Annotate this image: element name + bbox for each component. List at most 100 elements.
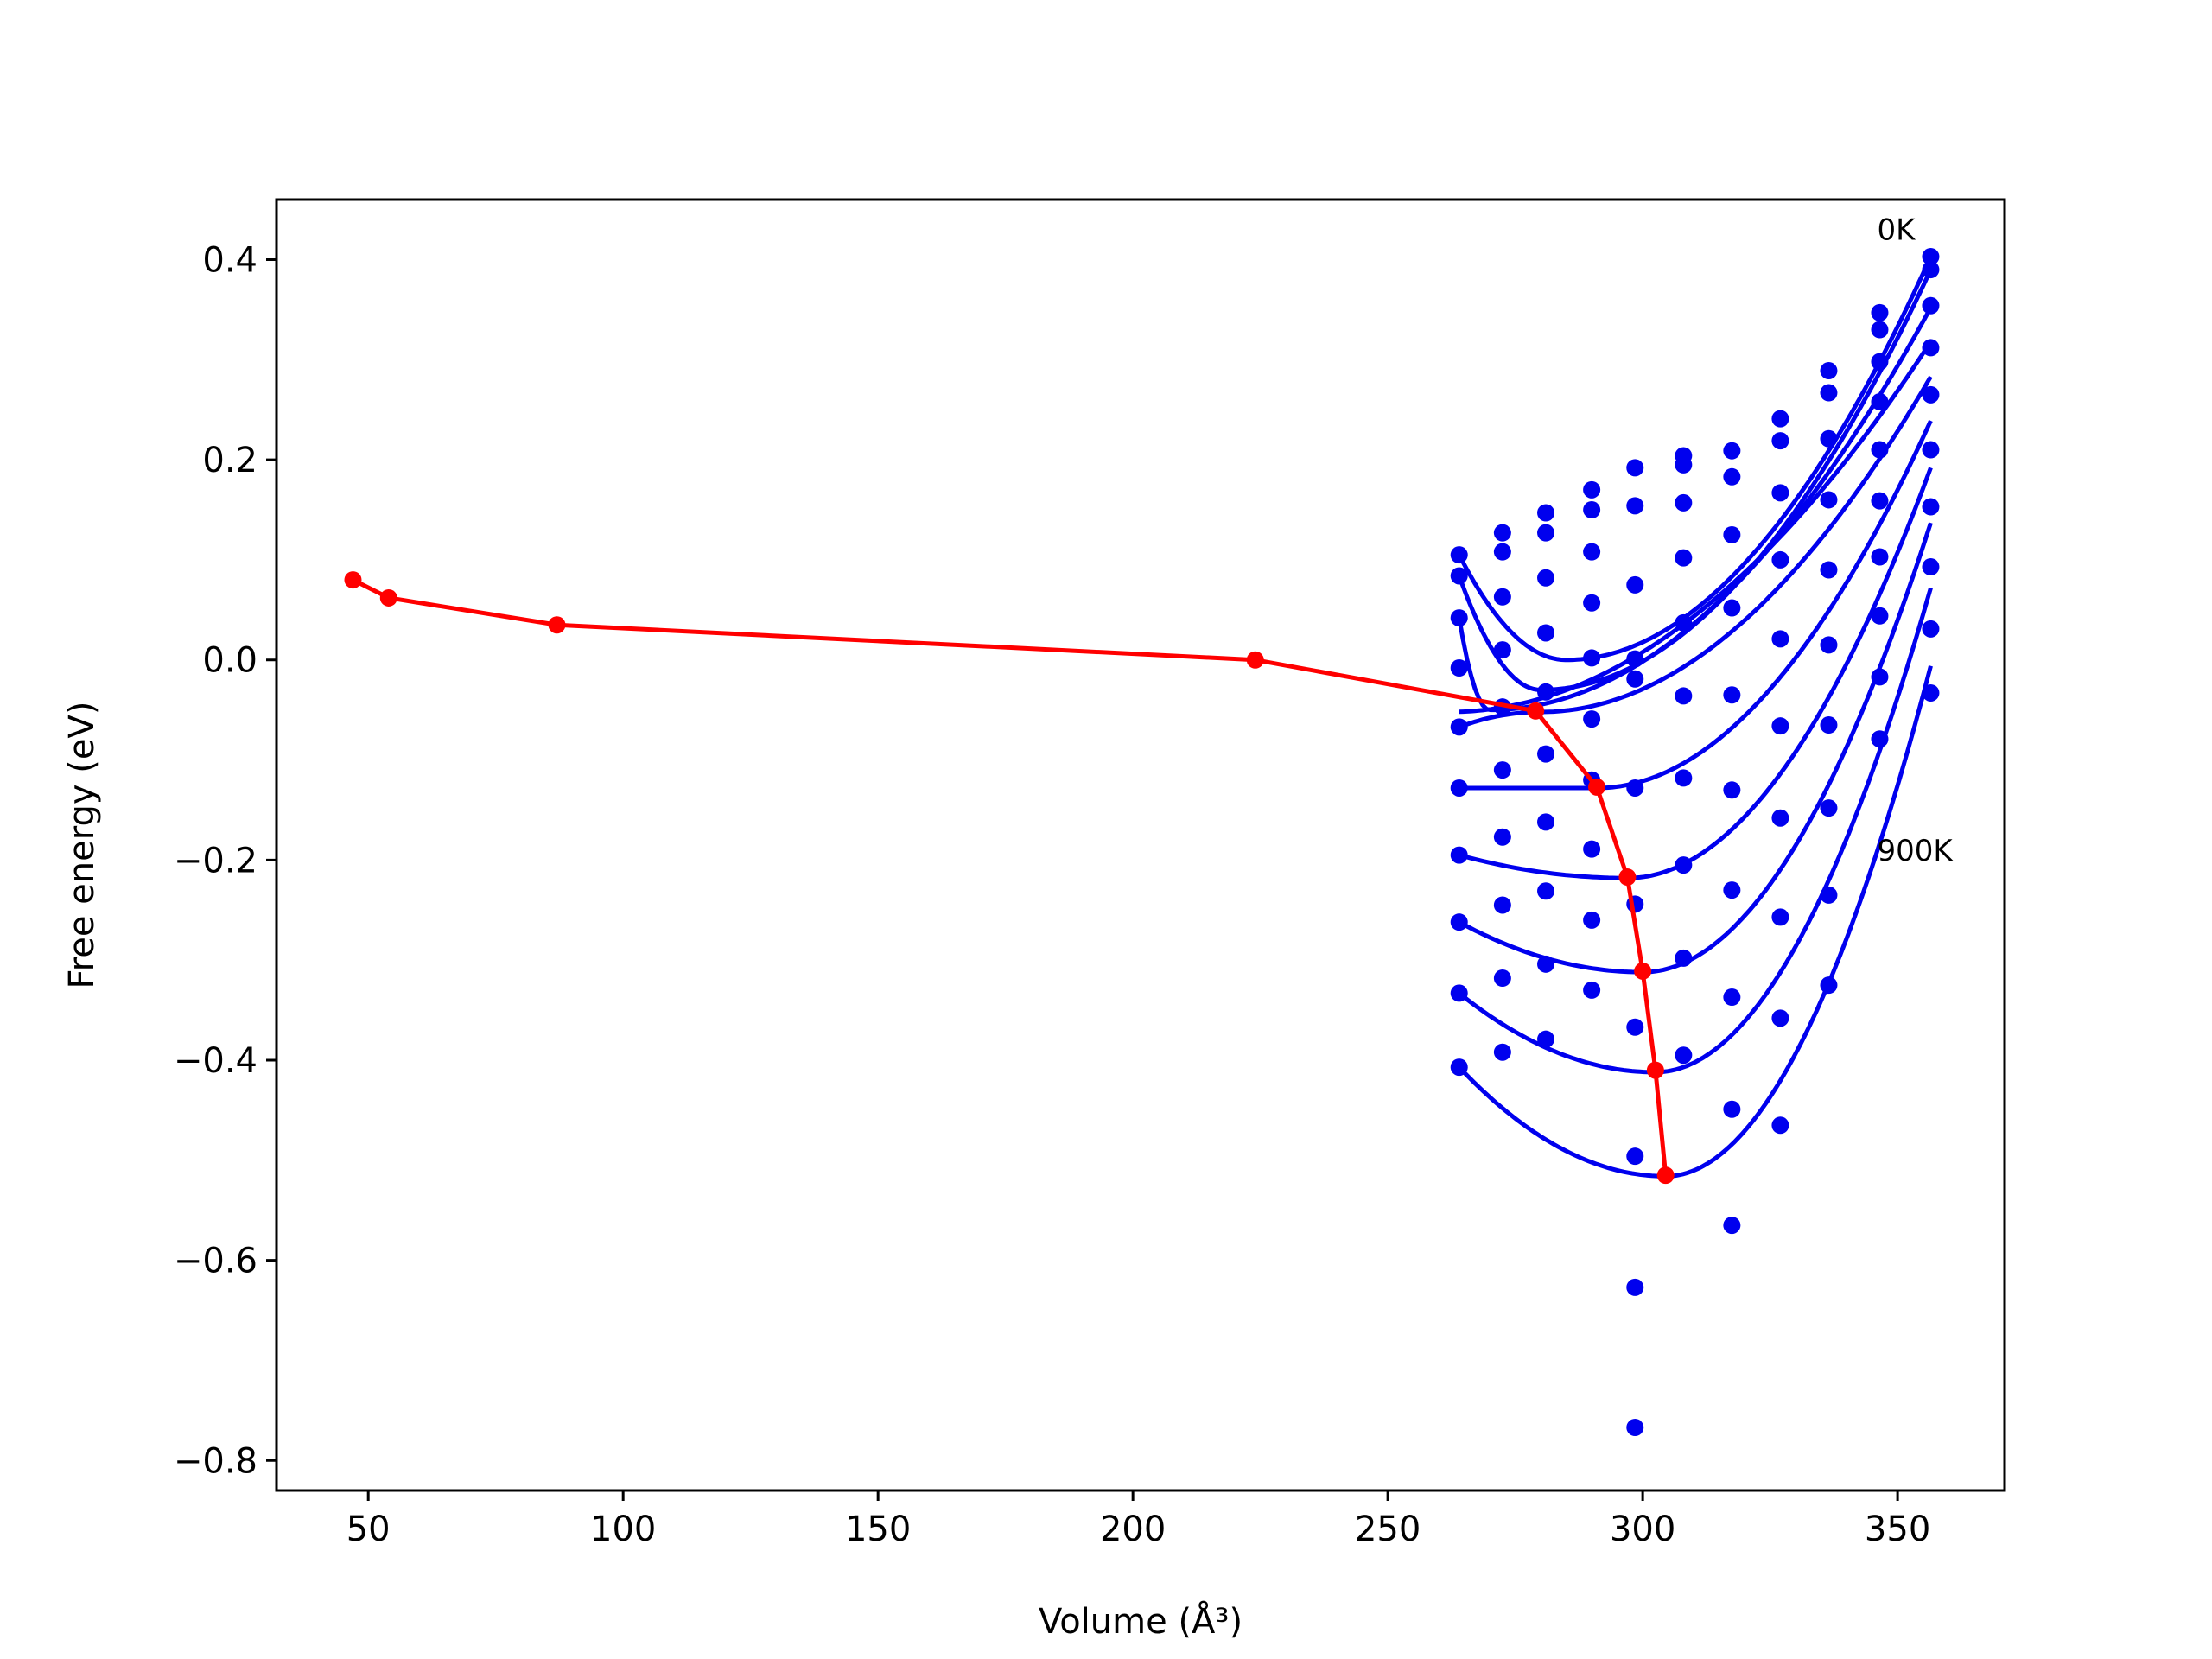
data-point <box>1450 1058 1468 1077</box>
minima-point <box>1646 1061 1664 1079</box>
data-point <box>1450 659 1468 677</box>
annotation-label: 900K <box>1878 834 1955 868</box>
fit-curve <box>1458 522 1933 975</box>
data-point <box>1626 497 1644 515</box>
data-point <box>1820 976 1838 995</box>
data-point <box>1583 981 1601 999</box>
minima-point <box>1618 868 1637 887</box>
data-point <box>1723 988 1741 1007</box>
x-tick-label: 250 <box>1355 1510 1421 1549</box>
data-point <box>1626 459 1644 477</box>
data-point <box>1871 492 1889 510</box>
data-point <box>1583 649 1601 667</box>
data-point <box>1583 594 1601 612</box>
data-point <box>1626 650 1644 668</box>
x-axis-title: Volume (Å³) <box>1039 1600 1243 1642</box>
data-point <box>1626 1018 1644 1036</box>
data-point <box>1626 1419 1644 1437</box>
data-point <box>1537 813 1555 831</box>
data-point <box>1493 896 1511 914</box>
data-point <box>1675 769 1693 787</box>
data-point <box>1583 710 1601 728</box>
plot-frame <box>275 198 2006 1492</box>
data-point <box>1922 339 1940 357</box>
y-tick-label: 0.4 <box>202 240 257 280</box>
data-point <box>1771 432 1789 450</box>
x-tick-label: 350 <box>1865 1510 1930 1549</box>
data-point <box>1723 686 1741 704</box>
data-point <box>1771 484 1789 502</box>
minima-path <box>344 571 1675 1185</box>
data-point <box>1723 1217 1741 1235</box>
data-point <box>1871 303 1889 321</box>
data-point <box>1820 491 1838 509</box>
data-point <box>1583 501 1601 519</box>
data-point <box>1493 641 1511 659</box>
data-point <box>1723 599 1741 617</box>
data-point <box>1922 620 1940 638</box>
data-point <box>1583 840 1601 858</box>
y-tick-label: 0.0 <box>202 641 257 681</box>
data-point <box>1493 524 1511 542</box>
data-point <box>1675 687 1693 705</box>
data-point <box>1626 670 1644 688</box>
y-tick-label: 0.2 <box>202 441 257 480</box>
y-tick-label: −0.2 <box>174 841 257 880</box>
x-tick-label: 50 <box>346 1510 391 1549</box>
data-point <box>1820 362 1838 380</box>
data-point <box>1675 613 1693 632</box>
minima-point <box>548 616 566 634</box>
data-point <box>1450 609 1468 627</box>
data-point <box>1537 504 1555 522</box>
minima-point <box>1246 651 1264 669</box>
data-point <box>1922 683 1940 702</box>
minima-point <box>1634 962 1652 980</box>
data-point <box>1675 1046 1693 1065</box>
data-point <box>1771 1116 1789 1135</box>
data-point <box>1537 745 1555 763</box>
fit-curve <box>1458 587 1933 1075</box>
data-point <box>1537 683 1555 701</box>
data-point <box>1493 761 1511 779</box>
data-point <box>1583 480 1601 499</box>
data-point <box>1675 493 1693 512</box>
data-point <box>1675 856 1693 874</box>
data-point <box>1537 882 1555 900</box>
data-point <box>1450 718 1468 736</box>
data-point <box>1871 668 1889 686</box>
data-points <box>1450 248 1940 1437</box>
fit-curve <box>1459 467 1933 880</box>
fit-curve <box>1459 419 1933 791</box>
data-point <box>1820 561 1838 579</box>
data-point <box>1723 442 1741 460</box>
data-point <box>1771 717 1789 735</box>
data-point <box>1922 558 1940 576</box>
data-point <box>1771 809 1789 827</box>
data-point <box>1871 392 1889 410</box>
data-point <box>1493 588 1511 606</box>
minima-point <box>379 588 397 607</box>
data-point <box>1771 630 1789 648</box>
fit-curve <box>1457 665 1933 1179</box>
data-point <box>1820 886 1838 904</box>
data-point <box>1723 1100 1741 1118</box>
data-point <box>1871 321 1889 339</box>
x-tick-label: 300 <box>1610 1510 1675 1549</box>
minima-point <box>1656 1166 1675 1185</box>
data-point <box>1450 913 1468 931</box>
data-point <box>1493 969 1511 988</box>
data-point <box>1626 779 1644 797</box>
data-point <box>1820 429 1838 448</box>
data-point <box>1871 730 1889 748</box>
data-point <box>1450 546 1468 564</box>
data-point <box>1723 781 1741 799</box>
data-point <box>1675 455 1693 474</box>
data-point <box>1723 467 1741 486</box>
data-point <box>1871 548 1889 566</box>
data-point <box>1537 1030 1555 1048</box>
fit-curve <box>1459 340 1933 715</box>
data-point <box>1626 1278 1644 1296</box>
data-point <box>1922 385 1940 404</box>
